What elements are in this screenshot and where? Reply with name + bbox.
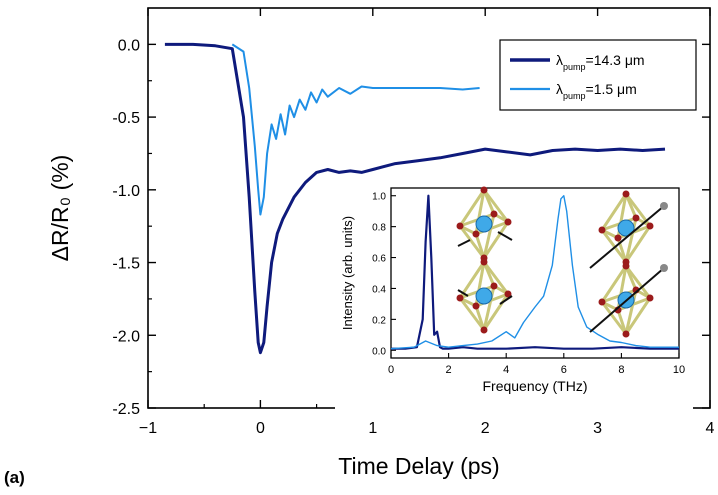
- octahedron-edge: [474, 305, 486, 331]
- octahedron-edge: [458, 297, 486, 331]
- octahedron-edge: [600, 229, 628, 263]
- oxygen-atom: [646, 222, 654, 230]
- y-tick-label-4: -2.0: [112, 328, 140, 345]
- x-tick-label-3: 2: [481, 420, 490, 437]
- octahedron-edge: [482, 261, 510, 295]
- oxygen-atom: [472, 230, 480, 238]
- inset-y-tick-label-3: 0.6: [372, 254, 386, 265]
- inset-y-tick-label-4: 0.8: [372, 223, 386, 234]
- inset-series-1-line: [391, 194, 679, 350]
- inset-x-tick-label-5: 10: [673, 364, 685, 376]
- inset-x-tick-label-4: 8: [618, 364, 624, 376]
- octahedron-edge: [482, 189, 510, 223]
- octahedron-edge: [624, 265, 652, 299]
- octahedron-edge: [624, 289, 638, 335]
- octahedron-edge: [616, 309, 628, 335]
- oxygen-atom: [490, 282, 498, 290]
- inset-y-tick-label-0: 0.0: [372, 346, 386, 357]
- displacement-arrow: [457, 239, 471, 247]
- octahedron-edge: [458, 225, 486, 259]
- crystal-structure-right: [589, 190, 665, 338]
- y-tick-label-1: -0.5: [112, 110, 140, 127]
- inset-y-tick-label-5: 1.0: [372, 192, 386, 203]
- oxygen-atom: [490, 210, 498, 218]
- inset-x-tick-label-1: 2: [446, 364, 452, 376]
- displacement-arrow: [589, 267, 665, 333]
- inset-x-tick-label-0: 0: [388, 364, 394, 376]
- displacement-arrow: [457, 289, 469, 297]
- legend-label-1: λpump=14.3 μm: [556, 52, 645, 72]
- legend-box: [499, 39, 697, 111]
- legend-label-2: λpump=1.5 μm: [556, 81, 637, 101]
- oxygen-atom: [456, 222, 464, 230]
- octahedron-edge: [624, 225, 652, 263]
- oxygen-atom: [622, 330, 630, 338]
- x-tick-label-0: −1: [139, 420, 157, 437]
- oxygen-atom: [504, 218, 512, 226]
- oxygen-atom: [614, 234, 622, 242]
- main-series-2-line: [231, 43, 480, 216]
- octahedron-edge: [616, 237, 628, 263]
- octahedron-edge: [624, 297, 652, 335]
- octahedron-edge: [482, 213, 496, 259]
- y-tick-label-5: -2.5: [112, 401, 140, 418]
- octahedron-edge: [474, 233, 486, 259]
- octahedron-edge: [624, 217, 638, 263]
- x-tick-label-4: 3: [593, 420, 602, 437]
- octahedron-edge: [624, 193, 638, 219]
- x-tick-label-5: 4: [706, 420, 715, 437]
- oxygen-atom: [598, 226, 606, 234]
- oxygen-atom: [632, 214, 640, 222]
- inset-x-tick-label-3: 6: [561, 364, 567, 376]
- inset-y-axis-label: Intensity (arb. units): [340, 216, 355, 330]
- y-tick-label-3: -1.5: [112, 256, 140, 273]
- octahedron-edge: [482, 285, 496, 331]
- y-tick-label-2: -1.0: [112, 183, 140, 200]
- oxygen-atom: [480, 326, 488, 334]
- oxygen-atom: [622, 190, 630, 198]
- displacement-arrow: [497, 231, 513, 241]
- octahedron-edge: [482, 293, 510, 331]
- panel-label: (a): [4, 468, 25, 487]
- displacement-arrow: [499, 295, 513, 305]
- inset-y-tick-label-2: 0.4: [372, 284, 386, 295]
- oxygen-atom: [480, 186, 488, 194]
- oxygen-atom: [480, 258, 488, 266]
- octahedron-edge: [482, 221, 510, 259]
- octahedron-edge: [482, 189, 496, 215]
- oxygen-atom: [472, 302, 480, 310]
- x-tick-label-2: 1: [368, 420, 377, 437]
- central-atom: [475, 215, 493, 233]
- oxygen-atom: [598, 298, 606, 306]
- displacement-arrow: [589, 205, 665, 269]
- arrow-head-right-1: [660, 202, 668, 210]
- octahedron-edge: [458, 261, 486, 299]
- inset-x-tick-label-2: 4: [503, 364, 509, 376]
- octahedron-edge: [600, 265, 628, 303]
- octahedron-edge: [624, 265, 638, 291]
- inset-y-tick-label-1: 0.2: [372, 315, 386, 326]
- octahedron-edge: [600, 193, 628, 231]
- oxygen-atom: [622, 262, 630, 270]
- y-axis-label: ΔR/R₀ (%): [47, 155, 73, 262]
- inset-x-axis-label: Frequency (THz): [482, 378, 587, 394]
- y-tick-label-0: 0.0: [118, 37, 140, 54]
- arrow-head-right-2: [660, 264, 668, 272]
- oxygen-atom: [456, 294, 464, 302]
- octahedron-edge: [600, 301, 628, 335]
- central-atom: [617, 219, 635, 237]
- oxygen-atom: [504, 290, 512, 298]
- oxygen-atom: [646, 294, 654, 302]
- central-atom: [475, 287, 493, 305]
- inset-series-2-line: [390, 195, 679, 350]
- crystal-structure-left: [456, 186, 513, 334]
- octahedron-edge: [482, 261, 496, 287]
- main-series-1-line: [164, 42, 666, 355]
- octahedron-edge: [458, 189, 486, 227]
- x-axis-label: Time Delay (ps): [338, 453, 499, 479]
- x-tick-label-1: 0: [256, 420, 265, 437]
